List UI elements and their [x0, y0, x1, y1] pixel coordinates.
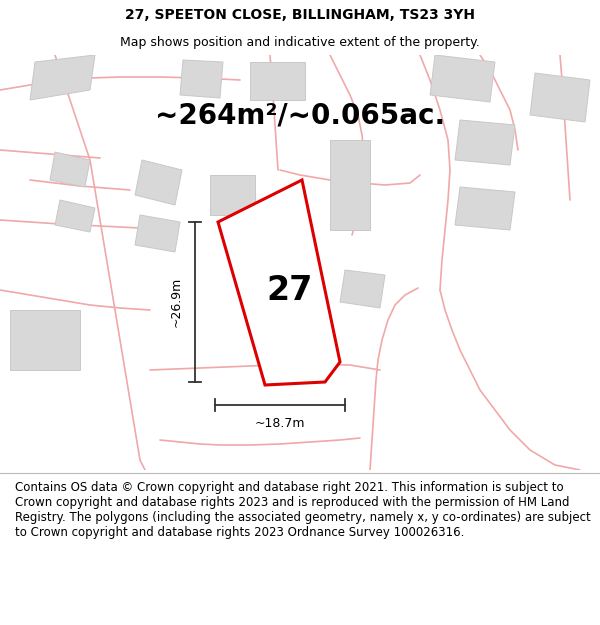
Polygon shape	[135, 160, 182, 205]
Text: ~18.7m: ~18.7m	[255, 417, 305, 430]
Polygon shape	[10, 310, 80, 370]
Text: Contains OS data © Crown copyright and database right 2021. This information is : Contains OS data © Crown copyright and d…	[15, 481, 591, 539]
Polygon shape	[30, 55, 95, 100]
Polygon shape	[455, 187, 515, 230]
Polygon shape	[430, 55, 495, 102]
Polygon shape	[210, 175, 255, 215]
Polygon shape	[180, 60, 223, 98]
Polygon shape	[55, 200, 95, 232]
Text: ~26.9m: ~26.9m	[170, 277, 183, 327]
Polygon shape	[270, 325, 320, 365]
Text: ~264m²/~0.065ac.: ~264m²/~0.065ac.	[155, 101, 445, 129]
Polygon shape	[250, 62, 305, 100]
Text: Map shows position and indicative extent of the property.: Map shows position and indicative extent…	[120, 36, 480, 49]
Polygon shape	[340, 270, 385, 308]
Text: 27, SPEETON CLOSE, BILLINGHAM, TS23 3YH: 27, SPEETON CLOSE, BILLINGHAM, TS23 3YH	[125, 8, 475, 22]
Polygon shape	[330, 140, 370, 230]
Polygon shape	[218, 180, 340, 385]
Polygon shape	[50, 152, 90, 187]
Polygon shape	[530, 73, 590, 122]
Polygon shape	[455, 120, 515, 165]
Text: 27: 27	[267, 274, 313, 306]
Polygon shape	[135, 215, 180, 252]
